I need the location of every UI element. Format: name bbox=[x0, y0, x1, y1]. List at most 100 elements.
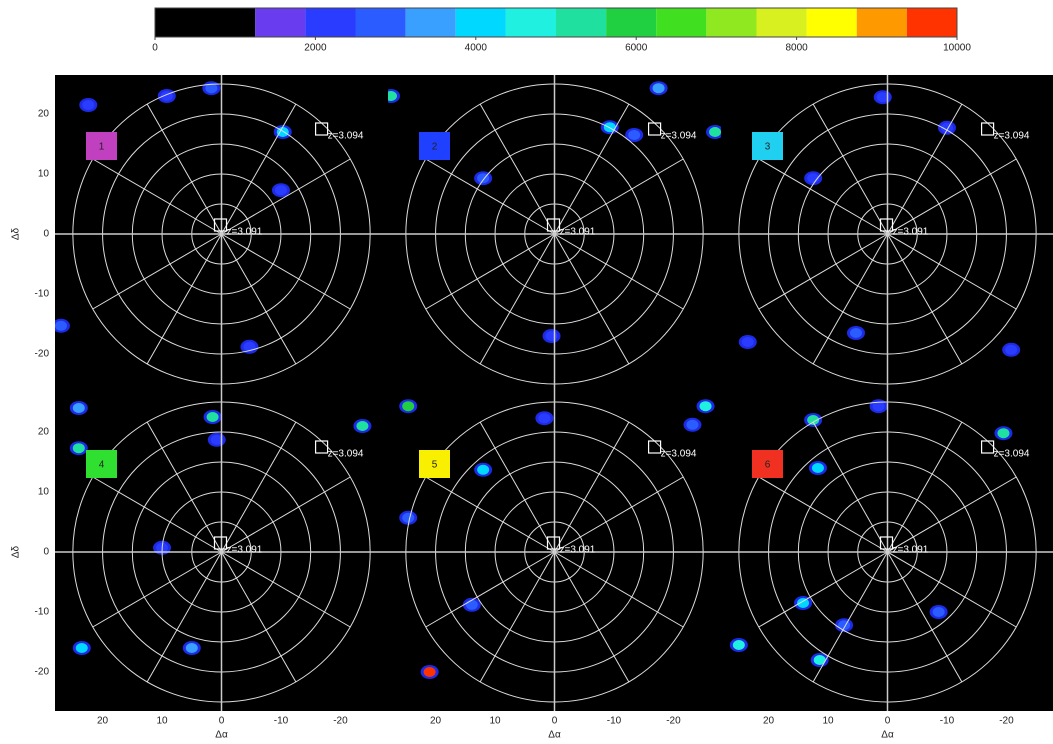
grid-spoke bbox=[554, 421, 630, 553]
blob bbox=[932, 607, 945, 617]
colorbar-segment bbox=[355, 8, 406, 37]
y-tick-label: 10 bbox=[38, 487, 50, 498]
grid-spoke bbox=[554, 476, 684, 553]
panel-label-box bbox=[86, 450, 117, 478]
colorbar-segment bbox=[806, 8, 857, 37]
colorbar-tick-label: 6000 bbox=[625, 43, 648, 54]
panel-label: 6 bbox=[765, 460, 771, 471]
grid-spoke bbox=[479, 421, 555, 553]
x-tick-label: -10 bbox=[607, 716, 622, 727]
colorbar-tick-label: 2000 bbox=[304, 43, 327, 54]
y-tick-label: 20 bbox=[38, 109, 50, 120]
grid-spoke bbox=[221, 551, 297, 683]
panel: z=3.091 z=3.094 6 bbox=[721, 393, 1053, 711]
marker-label: z=3.094 bbox=[994, 449, 1030, 460]
blob bbox=[388, 91, 397, 101]
marker-label: z=3.091 bbox=[560, 227, 596, 238]
colorbar-segment bbox=[255, 8, 306, 37]
x-tick-label: 20 bbox=[97, 716, 109, 727]
y-axis-label: Δδ bbox=[11, 545, 22, 558]
grid-spoke bbox=[758, 551, 888, 628]
marker-box bbox=[879, 218, 894, 232]
blob bbox=[423, 667, 436, 677]
grid-spoke bbox=[758, 158, 888, 235]
grid-spoke bbox=[425, 158, 555, 235]
blob bbox=[210, 434, 223, 445]
x-tick-label: -20 bbox=[999, 716, 1014, 727]
marker-box bbox=[980, 440, 995, 454]
panel-label: 1 bbox=[99, 142, 105, 153]
x-tick-label: 20 bbox=[430, 716, 442, 727]
blob bbox=[1005, 344, 1018, 355]
colorbar-segment bbox=[856, 8, 907, 37]
grid-spoke bbox=[221, 233, 297, 365]
marker-box bbox=[314, 440, 329, 454]
blob bbox=[872, 401, 885, 412]
blob bbox=[538, 413, 551, 424]
panel: z=3.091 z=3.094 2 bbox=[388, 75, 721, 393]
marker-box bbox=[546, 218, 561, 232]
panel-label-box bbox=[419, 450, 450, 478]
blob bbox=[699, 401, 712, 412]
x-tick-label: 10 bbox=[822, 716, 834, 727]
marker-box bbox=[213, 218, 228, 232]
blob bbox=[652, 83, 665, 94]
grid-spoke bbox=[758, 476, 888, 553]
blob bbox=[732, 640, 745, 650]
colorbar-tick-label: 4000 bbox=[465, 43, 488, 54]
panel-label-box bbox=[86, 132, 117, 160]
colorbar-segment bbox=[756, 8, 807, 37]
grid-spoke bbox=[554, 551, 630, 683]
blob bbox=[807, 415, 820, 425]
blob bbox=[402, 512, 415, 523]
panel-label-box bbox=[752, 132, 783, 160]
blob bbox=[545, 331, 558, 341]
blob bbox=[55, 320, 67, 331]
marker-box bbox=[546, 536, 561, 550]
colorbar-segment bbox=[606, 8, 657, 37]
grid-spoke bbox=[425, 476, 555, 553]
grid-spoke bbox=[221, 476, 351, 553]
x-tick-label: -20 bbox=[333, 716, 348, 727]
panel: z=3.091 z=3.094 4 bbox=[55, 393, 388, 711]
y-tick-label: -10 bbox=[35, 289, 50, 300]
marker-box bbox=[647, 122, 662, 136]
x-tick-label: 0 bbox=[885, 716, 891, 727]
colorbar-segment bbox=[556, 8, 607, 37]
blob bbox=[811, 463, 824, 473]
x-axis-label: Δα bbox=[881, 730, 894, 741]
x-tick-label: 10 bbox=[156, 716, 168, 727]
panel-label-box bbox=[419, 132, 450, 160]
panel-label: 4 bbox=[99, 460, 105, 471]
blob bbox=[797, 598, 810, 608]
grid-spoke bbox=[554, 158, 684, 235]
grid-spoke bbox=[554, 233, 630, 365]
marker-box bbox=[980, 122, 995, 136]
grid-spoke bbox=[146, 421, 222, 553]
x-tick-label: 0 bbox=[552, 716, 558, 727]
marker-label: z=3.091 bbox=[560, 545, 596, 556]
y-tick-label: 20 bbox=[38, 427, 50, 438]
grid-spoke bbox=[887, 233, 963, 365]
grid-spoke bbox=[479, 103, 555, 235]
marker-label: z=3.094 bbox=[328, 449, 364, 460]
grid-spoke bbox=[887, 421, 963, 553]
y-tick-label: -10 bbox=[35, 607, 50, 618]
y-axis-label: Δδ bbox=[11, 227, 22, 240]
grid-spoke bbox=[812, 551, 888, 683]
panel-label: 3 bbox=[765, 142, 771, 153]
marker-box bbox=[314, 122, 329, 136]
blob bbox=[741, 337, 754, 347]
x-axis-label: Δα bbox=[215, 730, 228, 741]
colorbar-segment bbox=[405, 8, 456, 37]
grid-spoke bbox=[221, 551, 351, 628]
blob bbox=[709, 127, 721, 137]
colorbar-tick-label: 10000 bbox=[943, 43, 971, 54]
marker-label: z=3.091 bbox=[227, 227, 263, 238]
grid-spoke bbox=[812, 421, 888, 553]
y-tick-label: 0 bbox=[43, 547, 49, 558]
grid-spoke bbox=[554, 103, 630, 235]
grid-spoke bbox=[554, 233, 684, 310]
y-tick-label: -20 bbox=[35, 349, 50, 360]
